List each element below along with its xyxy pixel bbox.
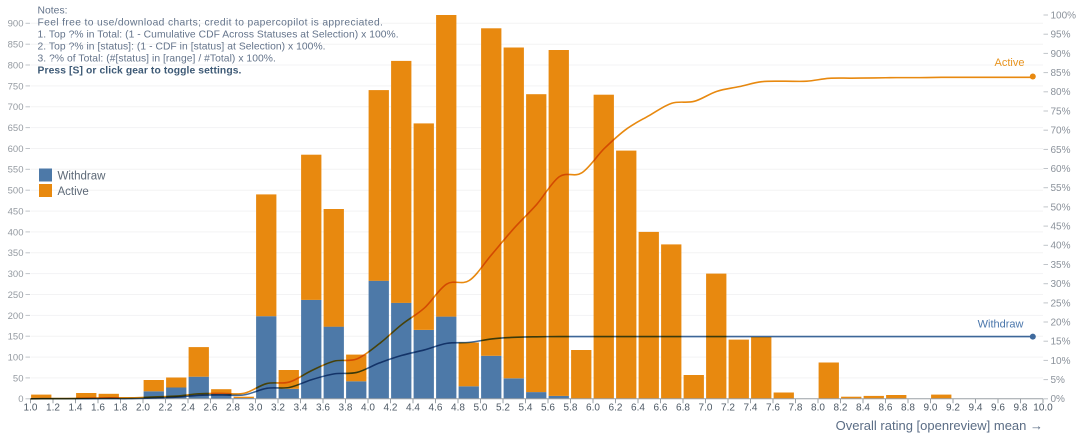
- svg-text:4.4: 4.4: [406, 402, 420, 413]
- svg-text:Press [S] or click gear to tog: Press [S] or click gear to toggle settin…: [38, 66, 242, 77]
- svg-text:75%: 75%: [1051, 106, 1071, 117]
- svg-text:30%: 30%: [1051, 279, 1071, 290]
- svg-text:100%: 100%: [1051, 10, 1077, 21]
- svg-text:450: 450: [8, 207, 24, 218]
- svg-text:5.8: 5.8: [564, 402, 578, 413]
- svg-text:Feel free to use/download char: Feel free to use/download charts; credit…: [38, 17, 384, 28]
- svg-text:15%: 15%: [1051, 337, 1071, 348]
- svg-text:Active: Active: [58, 186, 89, 198]
- svg-text:40%: 40%: [1051, 241, 1071, 252]
- svg-text:65%: 65%: [1051, 145, 1071, 156]
- svg-text:70%: 70%: [1051, 126, 1071, 137]
- svg-text:750: 750: [8, 81, 24, 92]
- svg-text:50: 50: [13, 373, 24, 384]
- svg-text:1.8: 1.8: [114, 402, 128, 413]
- svg-text:45%: 45%: [1051, 222, 1071, 233]
- svg-text:5.0: 5.0: [474, 402, 488, 413]
- svg-text:Notes:: Notes:: [38, 5, 68, 16]
- svg-text:3. ?% of Total: (#[status] in: 3. ?% of Total: (#[status] in [range] / …: [38, 54, 276, 65]
- svg-text:90%: 90%: [1051, 49, 1071, 60]
- svg-text:600: 600: [8, 144, 24, 155]
- svg-text:7.0: 7.0: [699, 402, 713, 413]
- svg-text:800: 800: [8, 60, 24, 71]
- svg-text:900: 900: [8, 19, 24, 30]
- svg-text:9.2: 9.2: [946, 402, 960, 413]
- svg-text:1.6: 1.6: [91, 402, 105, 413]
- svg-text:300: 300: [8, 269, 24, 280]
- svg-text:85%: 85%: [1051, 68, 1071, 79]
- svg-text:2.6: 2.6: [204, 402, 218, 413]
- svg-text:Overall rating [openreview] me: Overall rating [openreview] mean →: [836, 418, 1043, 433]
- svg-text:Withdraw: Withdraw: [978, 319, 1024, 331]
- svg-text:Withdraw: Withdraw: [58, 171, 107, 183]
- svg-text:Active: Active: [995, 57, 1025, 69]
- svg-text:7.2: 7.2: [721, 402, 735, 413]
- svg-text:9.8: 9.8: [1014, 402, 1028, 413]
- svg-text:8.8: 8.8: [901, 402, 915, 413]
- svg-text:3.2: 3.2: [271, 402, 285, 413]
- svg-text:700: 700: [8, 102, 24, 113]
- svg-text:1. Top ?% in Total: (1 - Cumul: 1. Top ?% in Total: (1 - Cumulative CDF …: [38, 29, 399, 40]
- svg-text:4.8: 4.8: [451, 402, 465, 413]
- svg-text:6.4: 6.4: [631, 402, 645, 413]
- svg-text:2.2: 2.2: [159, 402, 173, 413]
- svg-text:50%: 50%: [1051, 202, 1071, 213]
- svg-text:550: 550: [8, 165, 24, 176]
- svg-text:350: 350: [8, 248, 24, 259]
- svg-text:10.0: 10.0: [1033, 402, 1053, 413]
- svg-text:3.4: 3.4: [294, 402, 308, 413]
- svg-text:100: 100: [8, 353, 24, 364]
- svg-text:6.6: 6.6: [654, 402, 668, 413]
- svg-text:200: 200: [8, 311, 24, 322]
- svg-text:7.6: 7.6: [766, 402, 780, 413]
- svg-text:650: 650: [8, 123, 24, 134]
- svg-text:850: 850: [8, 40, 24, 51]
- svg-text:400: 400: [8, 227, 24, 238]
- svg-text:9.4: 9.4: [969, 402, 983, 413]
- svg-text:3.6: 3.6: [316, 402, 330, 413]
- svg-text:1.4: 1.4: [69, 402, 83, 413]
- svg-text:1.0: 1.0: [24, 402, 38, 413]
- svg-text:95%: 95%: [1051, 30, 1071, 41]
- svg-text:0%: 0%: [1051, 394, 1066, 405]
- svg-text:0: 0: [18, 394, 23, 405]
- svg-text:20%: 20%: [1051, 317, 1071, 328]
- svg-text:9.0: 9.0: [924, 402, 938, 413]
- svg-text:3.0: 3.0: [249, 402, 263, 413]
- svg-text:8.0: 8.0: [811, 402, 825, 413]
- svg-text:8.4: 8.4: [856, 402, 870, 413]
- svg-text:6.8: 6.8: [676, 402, 690, 413]
- svg-text:7.4: 7.4: [744, 402, 758, 413]
- svg-text:4.2: 4.2: [384, 402, 398, 413]
- svg-text:6.0: 6.0: [586, 402, 600, 413]
- svg-text:2.4: 2.4: [181, 402, 195, 413]
- svg-text:3.8: 3.8: [339, 402, 353, 413]
- svg-text:10%: 10%: [1051, 356, 1071, 367]
- svg-text:150: 150: [8, 332, 24, 343]
- svg-text:55%: 55%: [1051, 183, 1071, 194]
- svg-text:500: 500: [8, 186, 24, 197]
- svg-text:6.2: 6.2: [609, 402, 623, 413]
- svg-text:25%: 25%: [1051, 298, 1071, 309]
- svg-text:5.6: 5.6: [541, 402, 555, 413]
- svg-text:9.6: 9.6: [991, 402, 1005, 413]
- svg-text:60%: 60%: [1051, 164, 1071, 175]
- svg-text:80%: 80%: [1051, 87, 1071, 98]
- svg-text:5.2: 5.2: [496, 402, 510, 413]
- svg-text:35%: 35%: [1051, 260, 1071, 271]
- svg-text:8.2: 8.2: [834, 402, 848, 413]
- svg-text:4.6: 4.6: [429, 402, 443, 413]
- svg-text:1.2: 1.2: [46, 402, 60, 413]
- svg-text:2.0: 2.0: [136, 402, 150, 413]
- svg-text:7.8: 7.8: [789, 402, 803, 413]
- svg-text:4.0: 4.0: [361, 402, 375, 413]
- svg-text:2. Top ?% in [status]: (1 - CD: 2. Top ?% in [status]: (1 - CDF in [stat…: [38, 42, 326, 53]
- svg-text:5.4: 5.4: [519, 402, 533, 413]
- svg-text:8.6: 8.6: [879, 402, 893, 413]
- svg-text:2.8: 2.8: [226, 402, 240, 413]
- svg-text:250: 250: [8, 290, 24, 301]
- svg-text:5%: 5%: [1051, 375, 1066, 386]
